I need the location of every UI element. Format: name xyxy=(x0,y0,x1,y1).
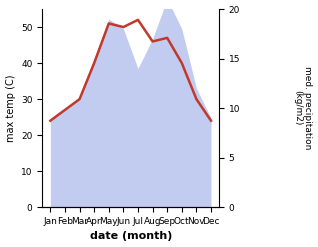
Y-axis label: med. precipitation
(kg/m2): med. precipitation (kg/m2) xyxy=(293,66,313,150)
X-axis label: date (month): date (month) xyxy=(89,231,172,242)
Y-axis label: max temp (C): max temp (C) xyxy=(5,74,16,142)
